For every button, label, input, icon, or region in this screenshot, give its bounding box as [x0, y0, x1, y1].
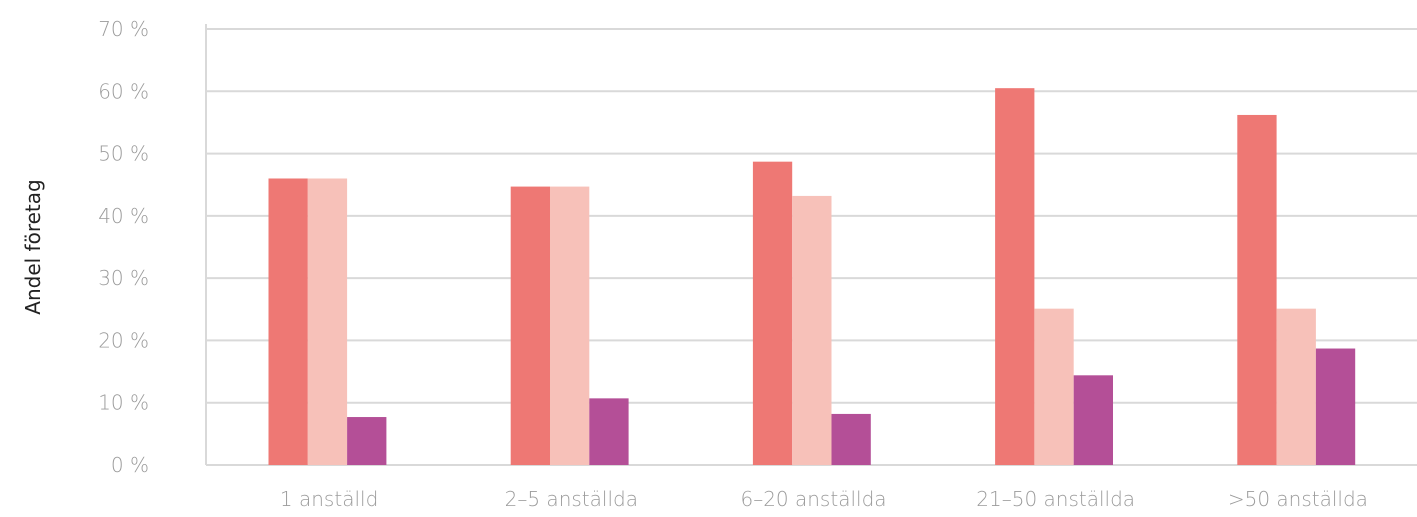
y-tick-label: 0 % — [111, 453, 149, 477]
y-tick-labels: 0 % 10 % 20 % 30 % 40 % 50 % 60 % 70 % — [98, 17, 149, 477]
bar-series-2 — [307, 178, 348, 465]
x-tick-label: 2–5 anställda — [505, 487, 638, 511]
bar-series-1 — [268, 178, 308, 465]
y-tick-label: 10 % — [98, 391, 149, 415]
bar-series-2 — [1034, 308, 1074, 465]
x-tick-label: 21–50 anställda — [976, 487, 1135, 511]
y-tick-label: 50 % — [98, 142, 149, 166]
bar-series-2 — [792, 195, 832, 465]
x-tick-label: >50 anställda — [1228, 487, 1368, 511]
x-tick-labels: 1 anställd 2–5 anställda 6–20 anställda 21–… — [280, 487, 1368, 511]
y-tick-label: 60 % — [98, 79, 149, 103]
bar-series-3 — [347, 417, 387, 465]
bar-series-1 — [1237, 114, 1277, 465]
bar-series-1 — [510, 186, 550, 465]
x-tick-label: 6–20 anställda — [740, 487, 886, 511]
bars — [268, 88, 1356, 466]
bar-series-3 — [589, 398, 629, 465]
bar-series-2 — [1276, 308, 1316, 465]
bar-series-3 — [831, 413, 871, 465]
bar-series-2 — [550, 186, 590, 465]
y-tick-label: 30 % — [98, 266, 149, 290]
bar-series-1 — [752, 161, 793, 465]
y-tick-label: 40 % — [98, 204, 149, 228]
y-axis-title: Andel företag — [21, 179, 45, 314]
bar-series-3 — [1073, 375, 1113, 465]
y-tick-label: 70 % — [98, 17, 149, 41]
x-tick-label: 1 anställd — [280, 487, 378, 511]
bar-series-3 — [1315, 348, 1356, 465]
y-tick-label: 20 % — [98, 328, 149, 352]
bar-series-1 — [995, 88, 1035, 466]
